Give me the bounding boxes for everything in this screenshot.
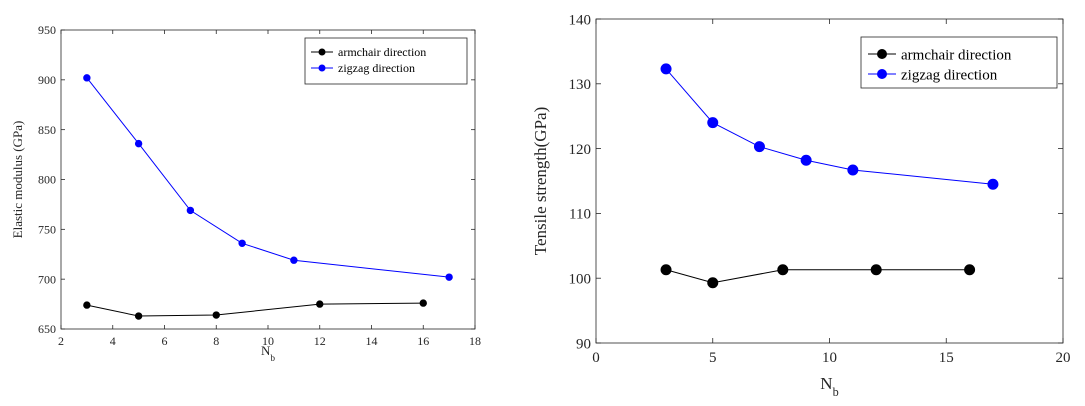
data-point: [987, 178, 999, 190]
y-tick-label: 130: [569, 77, 592, 93]
x-tick-label: 14: [366, 334, 378, 348]
x-axis-label: Nb: [820, 374, 838, 399]
legend: armchair direction zigzag direction: [860, 36, 1058, 89]
legend-label: armchair direction: [901, 47, 1012, 63]
chart-panel-1: 2 4 6 8 10 12 14 16 18 650 700 750 800 850 900 950 Nb Ela…: [10, 23, 481, 364]
x-axis-label-subscript: b: [833, 385, 839, 399]
y-tick-label: 110: [569, 207, 591, 223]
data-point: [290, 256, 298, 264]
legend-marker: [877, 49, 887, 59]
data-point: [238, 239, 246, 247]
series-line: [86, 77, 450, 278]
y-tick-label: 140: [569, 12, 592, 28]
data-point: [847, 164, 859, 176]
x-axis-label-subscript: b: [270, 354, 275, 364]
y-tick-label: 850: [38, 123, 56, 137]
data-point: [445, 273, 453, 281]
y-tick-label: 120: [569, 142, 592, 158]
y-tick-label: 650: [38, 322, 56, 336]
data-point: [660, 63, 672, 75]
y-axis-label: Elastic modulus (GPa): [10, 121, 25, 239]
x-tick-label: 18: [469, 334, 481, 348]
x-axis-label-main: N: [820, 374, 832, 393]
data-point: [964, 264, 976, 276]
x-tick-label: 16: [417, 334, 429, 348]
data-point: [753, 141, 765, 153]
legend-box: [860, 36, 1058, 89]
chart-panel-2: 0 5 10 15 20 90 100 110 120 130 140 Nb Tensile stren…: [531, 12, 1071, 399]
data-point: [870, 264, 882, 276]
data-point: [800, 154, 812, 166]
y-tick-label: 800: [38, 173, 56, 187]
y-tick-label: 700: [38, 272, 56, 286]
y-tick-label: 90: [576, 336, 591, 352]
x-tick-label: 15: [939, 350, 954, 366]
data-point: [707, 277, 719, 289]
data-point: [660, 264, 672, 276]
x-tick-label: 10: [822, 350, 837, 366]
x-tick-label: 5: [709, 350, 717, 366]
series-zigzag: [660, 63, 999, 190]
data-point: [134, 312, 143, 320]
series-zigzag: [83, 74, 453, 281]
x-tick-label: 2: [58, 334, 64, 348]
data-point: [419, 299, 427, 307]
series-armchair: [660, 264, 976, 289]
y-tick-label: 750: [38, 223, 56, 237]
data-point: [707, 117, 719, 129]
x-tick-label: 0: [592, 350, 600, 366]
x-tick-label: 8: [213, 334, 219, 348]
x-axis-label: Nb: [261, 343, 275, 364]
data-point: [186, 206, 195, 215]
legend-box: [304, 37, 468, 85]
x-tick-label: 6: [162, 334, 168, 348]
data-point: [134, 139, 143, 148]
data-point: [212, 311, 220, 319]
y-axis-label: Tensile strength(GPa): [531, 107, 550, 255]
legend-label: zigzag direction: [901, 67, 998, 83]
x-tick-label: 12: [314, 334, 326, 348]
legend-marker: [318, 64, 326, 72]
data-point: [83, 301, 91, 309]
x-tick-label: 20: [1056, 350, 1071, 366]
y-tick-label: 950: [38, 23, 56, 37]
series-line: [665, 68, 994, 185]
legend-label: zigzag direction: [338, 61, 415, 75]
legend-label: armchair direction: [338, 45, 426, 59]
y-tick-label: 100: [569, 271, 592, 287]
data-point: [83, 74, 91, 82]
x-tick-label: 10: [262, 334, 274, 348]
y-tick-label: 900: [38, 73, 56, 87]
series-armchair: [83, 299, 427, 320]
data-point: [777, 264, 789, 276]
legend: armchair direction zigzag direction: [304, 37, 468, 85]
x-tick-label: 4: [110, 334, 116, 348]
x-axis-label-main: N: [261, 343, 271, 358]
data-point: [316, 300, 324, 308]
legend-marker: [318, 48, 326, 56]
legend-marker: [877, 69, 887, 79]
